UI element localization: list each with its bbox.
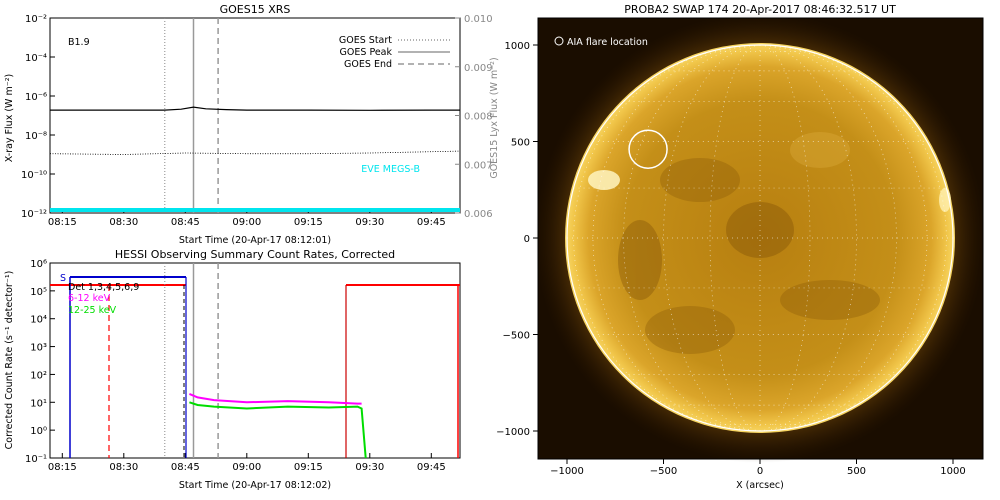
goes-y-tick-label: 10⁻⁸	[25, 131, 47, 142]
hessi-y-tick-label: 10⁶	[30, 259, 47, 270]
goes-y-tick-label: 10⁻¹²	[21, 209, 47, 220]
hessi-x-tick-label: 08:30	[109, 462, 138, 473]
solar-image-panel: PROBA2 SWAP 174 20-Apr-2017 08:46:32.517…	[496, 3, 985, 491]
goes-x-tick-label: 09:00	[232, 217, 261, 228]
hessi-12-25-kev-series	[189, 401, 367, 458]
solar-disk-texture	[618, 132, 880, 354]
hessi-y-axis-label: Corrected Count Rate (s⁻¹ detector⁻¹)	[4, 271, 15, 450]
goes-x-tick-label: 09:15	[294, 217, 323, 228]
goes-x-tick-label: 09:30	[355, 217, 384, 228]
hessi-legend-12-25: 12-25 keV	[68, 305, 117, 316]
aia-flare-location-circle	[628, 129, 668, 169]
solar-longitude-line	[623, 44, 761, 432]
goes-y-tick-label: 10⁻⁶	[25, 92, 47, 103]
hessi-panel: HESSI Observing Summary Count Rates, Cor…	[4, 248, 461, 491]
goes-y2-tick-label: 0.006	[464, 209, 493, 220]
hessi-y-tick-label: 10⁵	[30, 287, 47, 298]
hessi-y-tick-label: 10⁴	[30, 315, 47, 326]
hessi-y-tick-label: 10¹	[30, 398, 47, 409]
goes-y-ticks: 10⁻² 10⁻⁴ 10⁻⁶ 10⁻⁸ 10⁻¹⁰ 10⁻¹²	[21, 14, 55, 220]
hessi-x-tick-label: 09:00	[232, 462, 261, 473]
hessi-y-tick-label: 10⁰	[30, 426, 47, 437]
solar-x-tick-label: 1000	[940, 466, 965, 477]
solar-y-ticks: 1000 500 0 −500 −1000	[496, 41, 538, 438]
solar-x-tick-label: 500	[847, 466, 866, 477]
aia-legend-label: AIA flare location	[567, 37, 648, 48]
solar-x-tick-label: −500	[650, 466, 677, 477]
goes-y2-tick-label: 0.009	[464, 63, 493, 74]
hessi-s-label: S	[60, 273, 66, 284]
hessi-y-tick-label: 10⁻¹	[25, 454, 47, 465]
solar-x-axis-label: X (arcsec)	[736, 480, 784, 491]
solar-coordinate-grid	[567, 44, 953, 432]
eve-megs-b-label: EVE MEGS-B	[361, 164, 420, 175]
goes-x-tick-label: 08:15	[48, 217, 77, 228]
goes-plot-frame	[49, 17, 461, 214]
solar-image-title: PROBA2 SWAP 174 20-Apr-2017 08:46:32.517…	[624, 3, 896, 16]
solar-disk	[565, 43, 955, 433]
solar-x-tick-label: −1000	[550, 466, 584, 477]
solar-longitude-line	[663, 44, 761, 432]
solar-longitude-line	[573, 44, 761, 432]
solar-y-tick-label: 1000	[505, 41, 530, 52]
solar-longitude-line	[759, 44, 897, 432]
hessi-y-tick-label: 10³	[30, 343, 47, 354]
goes-title: GOES15 XRS	[220, 3, 291, 16]
hessi-x-tick-label: 08:15	[48, 462, 77, 473]
goes-legend: GOES Start GOES Peak GOES End	[339, 35, 450, 70]
goes-y2-tick-label: 0.008	[464, 112, 493, 123]
solar-longitude-line	[759, 44, 947, 432]
aia-legend-marker	[554, 36, 564, 46]
goes-y-tick-label: 10⁻²	[25, 14, 47, 25]
goes-x-ticks: 08:15 08:30 08:45 09:00 09:15 09:30 09:45	[48, 208, 446, 228]
goes-x-axis-label: Start Time (20-Apr-17 08:12:01)	[179, 235, 331, 246]
solar-x-ticks: −1000 −500 0 500 1000	[550, 459, 966, 477]
goes-y-axis-label: X-ray Flux (W m⁻²)	[4, 74, 15, 163]
solar-bright-region	[588, 170, 620, 190]
hessi-legend-det: Det 1,3,4,5,6,9	[68, 282, 139, 293]
hessi-6-12-kev-series	[189, 392, 362, 405]
goes-y2-tick-label: 0.007	[464, 160, 493, 171]
goes-panel: GOES15 XRS 10⁻² 10⁻⁴ 10⁻⁶ 10⁻⁸ 10⁻¹⁰ 10⁻¹² 0.…	[4, 3, 500, 246]
solar-y-tick-label: 0	[524, 234, 530, 245]
hessi-x-tick-label: 09:15	[294, 462, 323, 473]
goes-x-tick-label: 08:30	[109, 217, 138, 228]
solar-longitude-line	[759, 44, 857, 432]
legend-goes-end-label: GOES End	[344, 59, 392, 70]
goes-y2-ticks: 0.010 0.009 0.008 0.007 0.006	[455, 14, 493, 220]
solar-y-tick-label: 500	[511, 138, 530, 149]
solar-y-tick-label: −1000	[496, 427, 530, 438]
goes-y2-tick-label: 0.010	[464, 14, 493, 25]
eve-megs-b-series	[50, 208, 460, 212]
hessi-y-tick-label: 10²	[30, 370, 47, 381]
goes-xray-long-series	[50, 106, 460, 111]
hessi-title: HESSI Observing Summary Count Rates, Cor…	[115, 248, 395, 261]
solar-y-tick-label: −500	[503, 331, 530, 342]
hessi-plot-frame	[49, 262, 461, 459]
hessi-legend-6-12: 6-12 keV	[68, 293, 111, 304]
goes-class-label: B1.9	[68, 37, 90, 48]
goes-y-tick-label: 10⁻¹⁰	[21, 170, 47, 181]
legend-goes-peak-label: GOES Peak	[340, 47, 393, 58]
hessi-x-tick-label: 09:45	[417, 462, 446, 473]
goes-x-tick-label: 08:45	[171, 217, 200, 228]
hessi-x-axis-label: Start Time (20-Apr-17 08:12:02)	[179, 480, 331, 491]
hessi-x-tick-label: 09:30	[355, 462, 384, 473]
goes-y-tick-label: 10⁻⁴	[25, 53, 47, 64]
legend-goes-start-label: GOES Start	[339, 35, 392, 46]
solar-x-tick-label: 0	[757, 466, 763, 477]
goes-x-tick-label: 09:45	[417, 217, 446, 228]
hessi-y-ticks: 10⁶ 10⁵ 10⁴ 10³ 10² 10¹ 10⁰ 10⁻¹	[25, 259, 55, 465]
goes-y2-axis-label: GOES15 Lyx Flux (W m⁻²)	[489, 57, 500, 178]
goes-xray-short-series	[50, 150, 460, 155]
hessi-x-ticks: 08:15 08:30 08:45 09:00 09:15 09:30 09:45	[48, 453, 446, 473]
hessi-x-tick-label: 08:45	[171, 462, 200, 473]
